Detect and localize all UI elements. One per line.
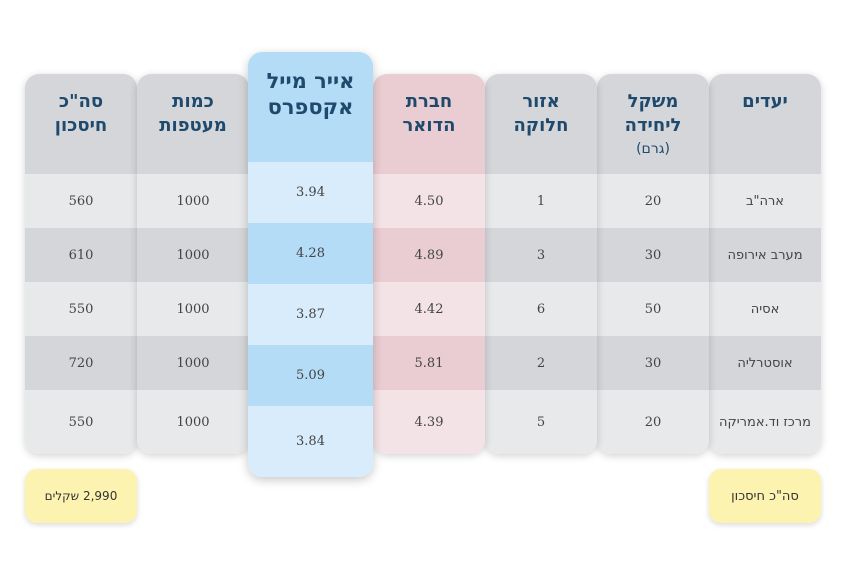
- table-cell: 560: [25, 174, 137, 228]
- table-cell: 20: [597, 174, 709, 228]
- table-cell: 1000: [137, 174, 249, 228]
- table-cell: 3.94: [248, 162, 373, 223]
- table-cell: 550: [25, 390, 137, 454]
- table-cell: 550: [25, 282, 137, 336]
- header-label: חיסכון: [54, 115, 108, 136]
- table-cell: מערב אירופה: [709, 228, 821, 282]
- table-cell: 30: [597, 228, 709, 282]
- table-cell: 4.89: [373, 228, 485, 282]
- column-header: סה"כ חיסכון: [25, 74, 137, 174]
- column-total-savings: סה"כ חיסכון 560 610 550 720 550: [25, 74, 137, 454]
- header-label: כמות: [172, 91, 214, 112]
- header-label: מעטפות: [159, 115, 227, 136]
- table-cell: 3.87: [248, 284, 373, 345]
- column-header: יעדים: [709, 74, 821, 174]
- table-cell: 3: [485, 228, 597, 282]
- table-cell: 50: [597, 282, 709, 336]
- table-cell: 4.39: [373, 390, 485, 454]
- header-label: יעדים: [742, 91, 788, 112]
- column-header: משקל ליחידה (גרם): [597, 74, 709, 174]
- table-cell: אסיה: [709, 282, 821, 336]
- header-label: חברת: [405, 91, 453, 112]
- table-cell: 30: [597, 336, 709, 390]
- table-cell: אוסטרליה: [709, 336, 821, 390]
- column-unit-weight: משקל ליחידה (גרם) 20 30 50 30 20: [597, 74, 709, 454]
- table-cell: 4.50: [373, 174, 485, 228]
- table-cell: 6: [485, 282, 597, 336]
- table-cell: מרכז וד.אמריקה: [709, 390, 821, 454]
- header-label: אייר מייל: [266, 69, 355, 93]
- header-label: משקל: [627, 91, 679, 112]
- column-header: חברת הדואר: [373, 74, 485, 174]
- table-cell: 1000: [137, 228, 249, 282]
- table-cell: 4.28: [248, 223, 373, 284]
- header-unit: (גרם): [636, 141, 670, 157]
- column-destinations: יעדים ארה"ב מערב אירופה אסיה אוסטרליה מר…: [709, 74, 821, 454]
- header-label: חלוקה: [513, 115, 569, 136]
- table-cell: 2: [485, 336, 597, 390]
- table-cell: ארה"ב: [709, 174, 821, 228]
- column-header: אזור חלוקה: [485, 74, 597, 174]
- header-label: אזור: [522, 91, 560, 112]
- table-cell: 20: [597, 390, 709, 454]
- column-zone: אזור חלוקה 1 3 6 2 5: [485, 74, 597, 454]
- column-air-mail-express: אייר מייל אקספרס 3.94 4.28 3.87 5.09 3.8…: [248, 52, 373, 477]
- table-cell: 5: [485, 390, 597, 454]
- table-cell: 5.81: [373, 336, 485, 390]
- header-label: ליחידה: [624, 115, 682, 136]
- table-cell: 1000: [137, 336, 249, 390]
- table-cell: 4.42: [373, 282, 485, 336]
- total-savings-value: 2,990 שקלים: [25, 469, 137, 523]
- header-label: סה"כ: [58, 91, 104, 112]
- table-cell: 1000: [137, 282, 249, 336]
- column-envelope-qty: כמות מעטפות 1000 1000 1000 1000 1000: [137, 74, 249, 454]
- column-header: כמות מעטפות: [137, 74, 249, 174]
- total-savings-label: סה"כ חיסכון: [709, 469, 821, 523]
- header-label: אקספרס: [267, 95, 354, 119]
- table-cell: 1000: [137, 390, 249, 454]
- column-post-company: חברת הדואר 4.50 4.89 4.42 5.81 4.39: [373, 74, 485, 454]
- table-cell: 5.09: [248, 345, 373, 406]
- header-label: הדואר: [402, 115, 456, 136]
- table-cell: 1: [485, 174, 597, 228]
- table-cell: 610: [25, 228, 137, 282]
- column-header: אייר מייל אקספרס: [248, 52, 373, 162]
- table-cell: 720: [25, 336, 137, 390]
- table-cell: 3.84: [248, 406, 373, 477]
